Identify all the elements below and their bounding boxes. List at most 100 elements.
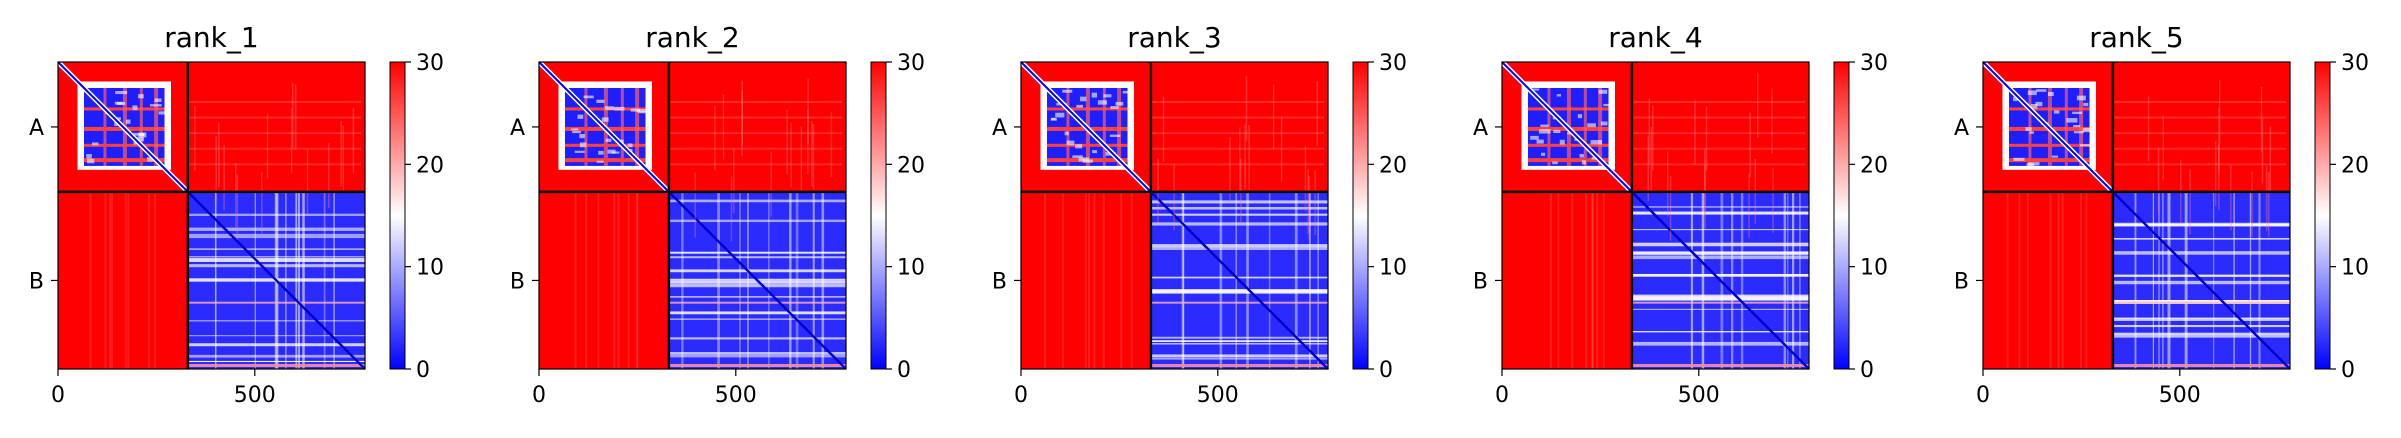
stripe-row — [1150, 354, 1328, 358]
texture-line — [1694, 100, 1696, 166]
texture-speckle — [1103, 94, 1112, 98]
texture-speckle — [1055, 112, 1065, 118]
stripe-col — [739, 191, 741, 369]
stripe-row — [1631, 273, 1809, 277]
texture-speckle — [1091, 92, 1098, 98]
texture-speckle — [1122, 90, 1134, 94]
texture-line — [668, 116, 842, 119]
colorbar-tick-label: 30 — [897, 51, 925, 76]
texture-line — [1631, 132, 1805, 135]
texture-speckle — [1577, 114, 1583, 119]
stripe-row — [1150, 340, 1328, 342]
texture-line — [223, 145, 225, 210]
heatmap-panel-4: rank_4 0 500 A B 0 10 20 30 — [1473, 21, 1888, 408]
texture-line — [2162, 115, 2164, 181]
texture-line — [1150, 100, 1324, 103]
panel-title: rank_4 — [1608, 21, 1702, 54]
block-A-B — [1631, 72, 1805, 241]
texture-line — [153, 191, 156, 369]
stripe-row — [2112, 222, 2290, 226]
stripe-row — [1631, 206, 1809, 208]
stripe-col — [1702, 191, 1705, 369]
texture-line — [770, 151, 772, 217]
texture-line — [1631, 100, 1805, 103]
texture-speckle — [1051, 117, 1056, 121]
stripe-col — [295, 191, 298, 369]
panel-title: rank_3 — [1127, 21, 1221, 54]
stripe-col — [795, 191, 799, 369]
stripe-row — [1150, 222, 1328, 226]
stripe-col — [1294, 191, 1298, 369]
domain-gap-row — [2008, 158, 2090, 163]
texture-speckle — [596, 160, 604, 163]
texture-line — [597, 191, 600, 369]
texture-line — [1772, 167, 1774, 233]
stripe-row — [187, 343, 365, 347]
stripe-row — [1631, 308, 1809, 310]
block-B-A — [1549, 191, 1605, 369]
texture-speckle — [2013, 96, 2018, 102]
colorbar-frame — [1833, 61, 1850, 370]
stripe-row — [668, 219, 846, 223]
texture-speckle — [577, 114, 584, 119]
texture-speckle — [1092, 150, 1097, 154]
texture-line — [1771, 88, 1773, 154]
stripe-row — [187, 248, 365, 250]
texture-line — [2157, 147, 2160, 213]
stripe-col — [1786, 191, 1789, 369]
texture-speckle — [1591, 156, 1598, 160]
stripe-row — [668, 296, 846, 298]
texture-line — [1756, 72, 1759, 138]
stripe-row — [1150, 213, 1328, 216]
texture-line — [668, 100, 842, 103]
texture-speckle — [2029, 131, 2034, 134]
stripe-col — [1783, 191, 1787, 369]
texture-line — [1093, 191, 1096, 369]
stripe-col — [1268, 191, 1271, 369]
texture-line — [627, 191, 630, 369]
texture-speckle — [1540, 124, 1549, 127]
domain-gap-row — [564, 143, 646, 147]
texture-line — [187, 100, 361, 103]
texture-speckle — [125, 119, 131, 124]
texture-speckle — [1559, 139, 1565, 145]
texture-line — [1304, 146, 1307, 212]
texture-line — [1316, 80, 1319, 146]
diagonal-B — [1150, 191, 1329, 370]
x-tick-label: 500 — [2159, 383, 2201, 408]
stripe-col — [323, 191, 326, 369]
texture-line — [236, 174, 239, 240]
texture-speckle — [86, 153, 92, 159]
texture-speckle — [154, 98, 162, 102]
texture-speckle — [1082, 159, 1093, 163]
stripe-row — [668, 354, 846, 358]
texture-line — [1596, 191, 1599, 369]
texture-line — [714, 105, 716, 171]
texture-line — [1102, 191, 1105, 369]
colorbar-tick-label: 0 — [416, 358, 430, 383]
colorbar-tick-label: 0 — [1379, 358, 1393, 383]
texture-line — [2112, 163, 2286, 166]
panel-title: rank_2 — [645, 21, 739, 54]
stripe-col — [1690, 191, 1694, 369]
domain-gap-col — [1117, 87, 1122, 166]
stripe-row — [187, 258, 365, 262]
texture-line — [187, 116, 361, 119]
stripe-col — [821, 191, 825, 369]
domain-gap-row — [83, 158, 165, 163]
texture-speckle — [1598, 89, 1608, 94]
stripe-col — [214, 191, 217, 369]
block-A-A — [1019, 60, 1153, 194]
colorbar — [390, 62, 405, 369]
texture-line — [617, 191, 620, 369]
texture-speckle — [1603, 103, 1610, 107]
texture-speckle — [2051, 155, 2059, 158]
block-B-B — [1631, 191, 1810, 370]
texture-speckle — [2013, 157, 2025, 161]
stripe-row — [668, 318, 846, 320]
block-B-A — [2006, 191, 2088, 369]
y-tick-label: B — [1473, 269, 1488, 294]
stripe-col — [2158, 191, 2160, 369]
texture-line — [1245, 76, 1248, 142]
